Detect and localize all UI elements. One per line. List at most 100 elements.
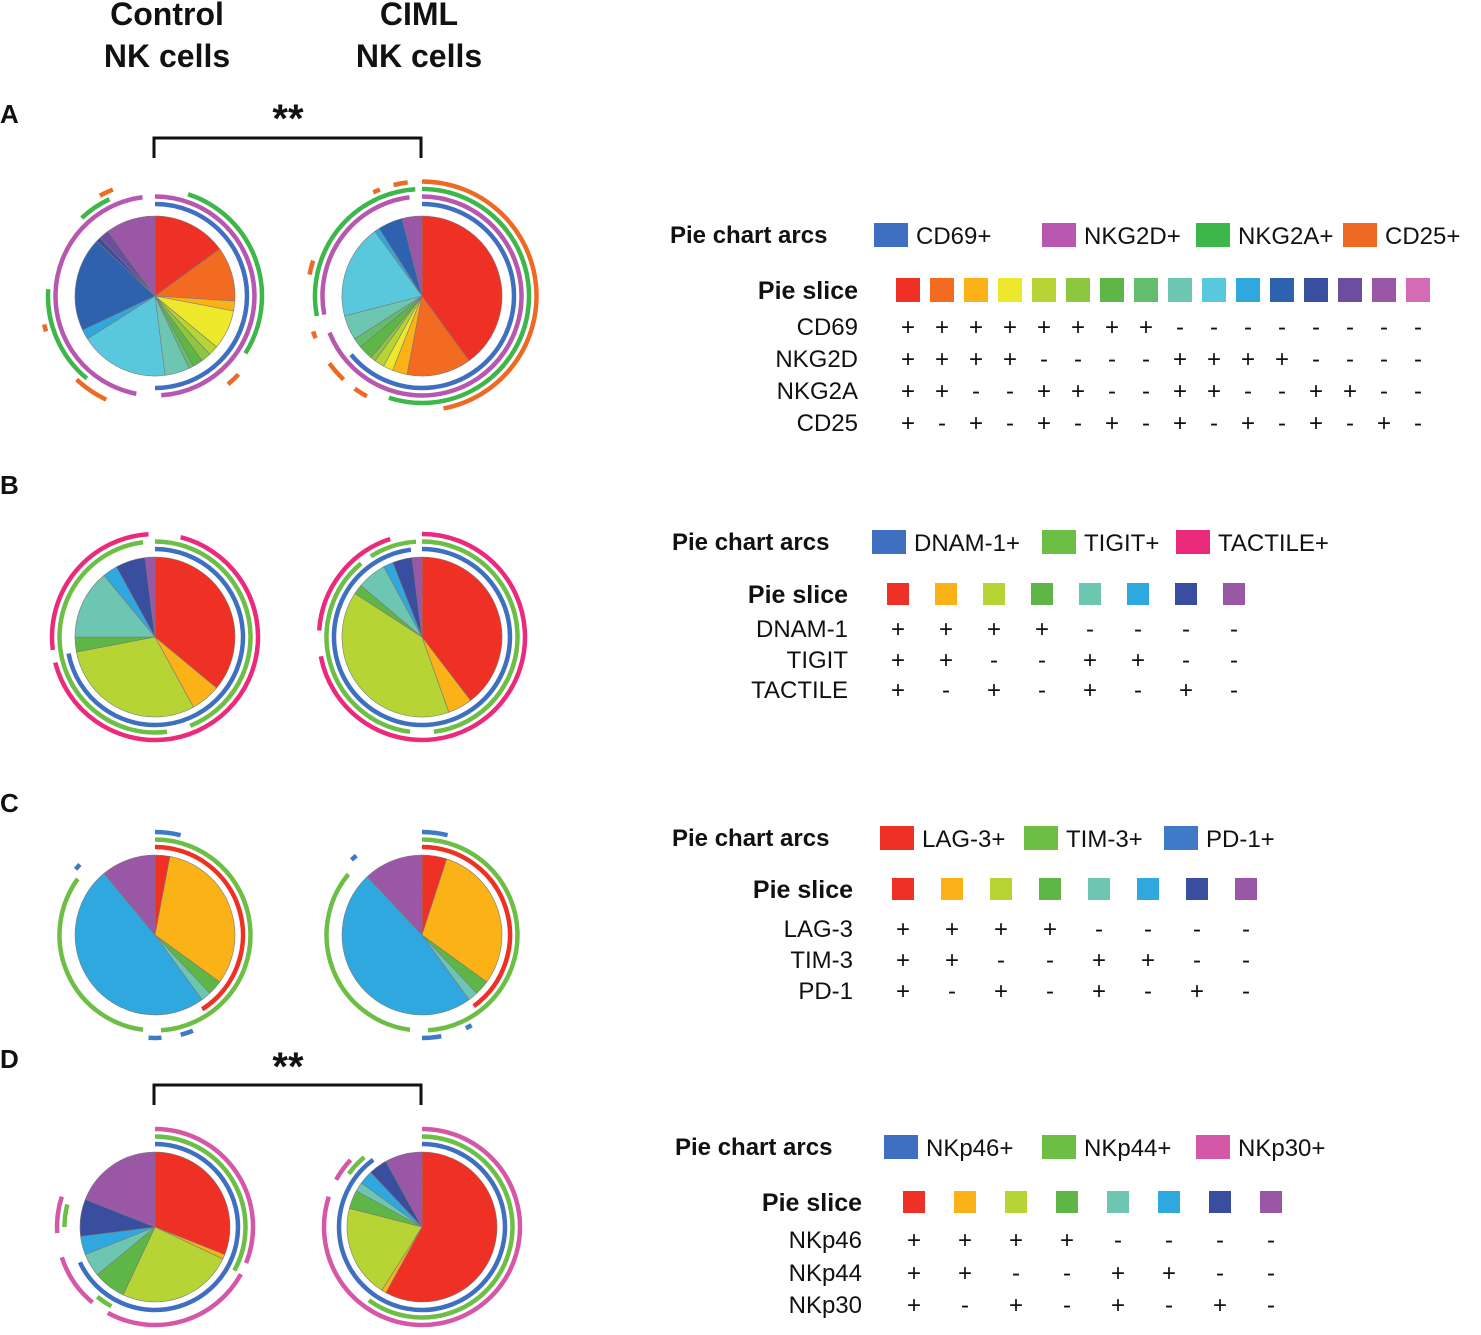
combo-sign-a-3-6: + xyxy=(1071,378,1085,405)
combo-sign-a-4-14: - xyxy=(1346,410,1354,437)
arc-legend-label-c-2: TIM-3+ xyxy=(1066,826,1143,853)
combo-sign-b-1-3: + xyxy=(987,616,1001,643)
marker-label-d-2: NKp44 xyxy=(789,1260,862,1287)
pie-a-control-arc-4-4 xyxy=(98,187,114,198)
pie-b-control-arc-3-2 xyxy=(49,531,149,651)
marker-label-a-1: CD69 xyxy=(797,314,858,341)
arc-legend-label-d-3: NKp30+ xyxy=(1238,1135,1325,1162)
combo-sign-d-2-7: - xyxy=(1216,1260,1224,1287)
combo-sign-a-2-2: + xyxy=(935,346,949,373)
combo-sign-b-3-5: + xyxy=(1083,677,1097,704)
control-header-line1: Control xyxy=(110,0,224,32)
arc-legend-swatch-d-1 xyxy=(884,1135,918,1159)
pie-a-control-arc-4-2 xyxy=(75,377,108,402)
arc-legend-label-d-2: NKp44+ xyxy=(1084,1135,1171,1162)
pie-a-ciml xyxy=(307,179,539,411)
combo-sign-a-1-14: - xyxy=(1346,314,1354,341)
panel-b: B Pie chart arcs DNAM-1+ TIGIT+ TACTILE+Pie… xyxy=(0,470,1329,743)
pie-b-control-arc-2-1 xyxy=(154,539,253,728)
marker-label-a-3: NKG2A xyxy=(777,378,858,405)
combo-sign-b-2-4: - xyxy=(1038,647,1046,674)
combo-sign-b-1-8: - xyxy=(1230,616,1238,643)
combo-sign-b-1-4: + xyxy=(1035,616,1049,643)
pie-a-control-slice-12 xyxy=(74,240,156,331)
combo-sign-a-3-14: + xyxy=(1343,378,1357,405)
slice-swatch-d-7 xyxy=(1209,1191,1231,1213)
arc-legend-swatch-a-1 xyxy=(874,223,908,247)
arc-legend-swatch-c-1 xyxy=(880,826,914,850)
slice-swatch-c-5 xyxy=(1088,878,1110,900)
slice-swatch-b-2 xyxy=(935,583,957,605)
combo-sign-c-3-4: - xyxy=(1046,978,1054,1005)
pie-b-ciml-arc-1-1 xyxy=(331,546,513,728)
combo-sign-a-3-15: - xyxy=(1380,378,1388,405)
pie-d-control-arc-2-3 xyxy=(62,1203,70,1228)
column-headers: Control NK cells CIML NK cells xyxy=(104,0,482,74)
arc-legend-label-a-2: NKG2D+ xyxy=(1084,223,1181,250)
arc-legend-swatch-c-3 xyxy=(1164,826,1198,850)
slice-legend-title-a: Pie slice xyxy=(758,277,858,305)
combo-sign-a-1-13: - xyxy=(1312,314,1320,341)
combo-sign-b-2-2: + xyxy=(939,647,953,674)
pie-c-control-arc-1-1 xyxy=(154,844,246,1012)
pie-a-ciml-arc-3-1 xyxy=(388,186,532,406)
arc-legend-label-b-2: TIGIT+ xyxy=(1084,530,1159,557)
pie-d-control xyxy=(54,1126,256,1328)
combo-sign-c-1-1: + xyxy=(896,916,910,943)
combo-sign-a-1-5: + xyxy=(1037,314,1051,341)
combo-sign-d-3-1: + xyxy=(907,1292,921,1319)
slice-swatch-b-8 xyxy=(1223,583,1245,605)
panel-a: A ** Pie chart arcs CD69+ NKG2D+ NKG2A+ CD25… xyxy=(0,97,1460,437)
combo-sign-c-3-1: + xyxy=(896,978,910,1005)
marker-label-b-3: TACTILE xyxy=(751,677,848,704)
combo-sign-d-1-1: + xyxy=(907,1227,921,1254)
combo-sign-b-3-6: - xyxy=(1134,677,1142,704)
combo-sign-a-2-5: - xyxy=(1040,346,1048,373)
pie-c-control-arc-3-2 xyxy=(180,1028,194,1037)
combo-sign-a-1-10: - xyxy=(1210,314,1218,341)
combo-sign-a-4-3: + xyxy=(969,410,983,437)
combo-sign-a-4-6: - xyxy=(1074,410,1082,437)
combo-sign-a-1-16: - xyxy=(1414,314,1422,341)
combo-sign-a-1-3: + xyxy=(969,314,983,341)
slice-swatch-a-12 xyxy=(1270,278,1294,302)
pie-a-control-arc-2-1 xyxy=(154,194,257,398)
combo-sign-a-4-16: - xyxy=(1414,410,1422,437)
pie-c-ciml-arc-2-1 xyxy=(421,837,520,1033)
combo-sign-d-3-2: - xyxy=(961,1292,969,1319)
combo-sign-d-3-5: + xyxy=(1111,1292,1125,1319)
panel-c: C Pie chart arcs LAG-3+ TIM-3+ PD-1+Pie sli… xyxy=(0,788,1275,1041)
combo-sign-d-2-5: + xyxy=(1111,1260,1125,1287)
pie-a-control-arc-3-1 xyxy=(187,192,265,355)
pie-d-ciml-arc-2-2 xyxy=(346,1155,366,1176)
arc-legend-label-c-1: LAG-3+ xyxy=(922,826,1005,853)
pie-c-ciml-arc-2-2 xyxy=(324,872,411,1032)
slice-swatch-d-1 xyxy=(903,1191,925,1213)
slice-swatch-b-5 xyxy=(1079,583,1101,605)
combo-sign-b-2-5: + xyxy=(1083,647,1097,674)
arc-legend-swatch-a-3 xyxy=(1196,223,1230,247)
combo-sign-b-2-7: - xyxy=(1182,647,1190,674)
control-header-line2: NK cells xyxy=(104,38,230,74)
pie-b-ciml-slice-8 xyxy=(411,556,423,638)
combo-sign-a-4-9: + xyxy=(1173,410,1187,437)
marker-label-a-2: NKG2D xyxy=(775,346,858,373)
combo-sign-d-1-6: - xyxy=(1165,1227,1173,1254)
pie-c-ciml xyxy=(324,829,520,1041)
slice-swatch-a-15 xyxy=(1372,278,1396,302)
slice-swatch-b-3 xyxy=(983,583,1005,605)
arc-legend-label-a-1: CD69+ xyxy=(916,223,991,250)
pie-a-ciml-arc-4-6 xyxy=(372,187,381,195)
combo-sign-c-1-7: - xyxy=(1193,916,1201,943)
combo-sign-a-1-4: + xyxy=(1003,314,1017,341)
pie-a-control-arc-4-3 xyxy=(41,323,49,333)
combo-sign-b-3-8: - xyxy=(1230,677,1238,704)
pie-a-ciml-slice-1 xyxy=(421,215,503,362)
combo-sign-d-3-6: - xyxy=(1165,1292,1173,1319)
slice-swatch-c-7 xyxy=(1186,878,1208,900)
pie-d-ciml-slice-8 xyxy=(385,1151,423,1228)
arcs-legend-title-c: Pie chart arcs xyxy=(672,825,829,852)
combo-sign-a-2-15: - xyxy=(1380,346,1388,373)
combo-sign-a-2-7: - xyxy=(1108,346,1116,373)
combo-sign-a-4-12: - xyxy=(1278,410,1286,437)
